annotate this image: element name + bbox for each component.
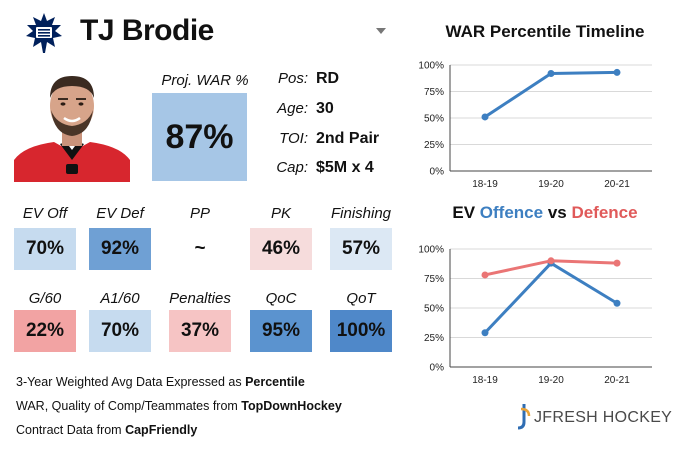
x-tick-label: 18-19 (472, 179, 498, 190)
stat-label-g60: G/60 (28, 290, 62, 307)
data-point (613, 68, 621, 76)
stat-label-qoc: QoC (265, 290, 297, 307)
toi-label: TOI: (279, 130, 308, 147)
data-point (547, 69, 555, 77)
data-point (481, 329, 489, 337)
stat-value-finishing: 57% (330, 228, 392, 270)
y-tick-label: 75% (424, 87, 444, 98)
stat-label-pk: PK (270, 205, 291, 222)
y-tick-label: 0% (430, 363, 445, 374)
y-tick-label: 25% (424, 140, 444, 151)
brand-text: JFRESH HOCKEY (534, 409, 672, 426)
ev-title-part-1: EV (452, 203, 480, 222)
age-value: 30 (316, 100, 334, 117)
stat-label-a160: A1/60 (100, 290, 140, 307)
data-point (613, 259, 621, 267)
x-tick-label: 19-20 (538, 179, 564, 190)
player-select-dropdown-icon[interactable] (376, 28, 386, 34)
x-tick-label: 19-20 (538, 375, 564, 385)
war-timeline-chart: 0% 25% 50% 75% 100% 18-19 19-20 20-21 (400, 50, 680, 195)
ev-offence-defence-chart: 0% 25% 50% 75% 100% 18-19 19-20 20-21 (400, 235, 680, 386)
data-point (547, 257, 555, 265)
team-logo (24, 12, 64, 54)
stat-label-pp: PP (189, 205, 210, 222)
note-war-source: WAR, Quality of Comp/Teammates from TopD… (16, 399, 342, 413)
stat-value-g60: 22% (14, 310, 76, 352)
series-line-0 (484, 70, 618, 119)
stat-value-penalties: 37% (169, 310, 231, 352)
note-contract-source-text: Contract Data from (16, 423, 126, 437)
war-timeline-title: WAR Percentile Timeline (445, 22, 645, 41)
ev-title-vs: vs (543, 203, 572, 222)
y-tick-label: 50% (424, 304, 444, 315)
y-tick-label: 100% (418, 245, 444, 256)
stat-label-penalties: Penalties (169, 290, 231, 307)
stat-value-a160: 70% (89, 310, 151, 352)
data-point (481, 271, 489, 279)
stat-label-ev-off: EV Off (22, 205, 68, 222)
ev-chart-title: EV Offence vs Defence (420, 203, 670, 223)
y-tick-label: 100% (418, 61, 444, 72)
stat-label-qot: QoT (346, 290, 376, 307)
proj-war-label: Proj. WAR % (161, 72, 249, 89)
y-tick-label: 0% (430, 167, 445, 178)
proj-war-value: 87% (152, 93, 247, 181)
note-war-source-text: WAR, Quality of Comp/Teammates from (16, 399, 242, 413)
stat-value-pk: 46% (250, 228, 312, 270)
stat-label-ev-def: EV Def (96, 205, 144, 222)
x-tick-label: 18-19 (472, 375, 498, 385)
note-contract-source: Contract Data from CapFriendly (16, 423, 197, 437)
position-value: RD (316, 70, 340, 87)
y-tick-label: 50% (424, 114, 444, 125)
cap-label: Cap: (276, 159, 308, 176)
age-label: Age: (277, 100, 308, 117)
y-tick-label: 25% (424, 333, 444, 344)
player-photo (14, 68, 130, 182)
position-label: Pos: (277, 70, 308, 87)
x-tick-label: 20-21 (604, 375, 630, 385)
note-percentile: 3-Year Weighted Avg Data Expressed as Pe… (16, 375, 305, 389)
y-tick-label: 75% (424, 274, 444, 285)
stat-value-qoc: 95% (250, 310, 312, 352)
stat-value-ev-def: 92% (89, 228, 151, 270)
note-war-source-bold: TopDownHockey (241, 399, 342, 413)
ev-title-defence: Defence (571, 203, 638, 222)
brand-logo: JFRESH HOCKEY (517, 400, 678, 432)
ev-title-offence: Offence (479, 203, 544, 222)
note-percentile-bold: Percentile (245, 375, 305, 389)
data-point (613, 299, 621, 307)
data-point (481, 113, 489, 121)
cap-value: $5M x 4 (316, 159, 374, 176)
toi-value: 2nd Pair (316, 130, 380, 147)
series-line-offence (483, 261, 618, 334)
stat-label-finishing: Finishing (330, 205, 392, 222)
note-contract-source-bold: CapFriendly (125, 423, 198, 437)
x-tick-label: 20-21 (604, 179, 630, 190)
stat-value-qot: 100% (330, 310, 392, 352)
player-name: TJ Brodie (80, 14, 214, 47)
stat-value-ev-off: 70% (14, 228, 76, 270)
stat-value-pp: ~ (169, 228, 231, 270)
note-percentile-text: 3-Year Weighted Avg Data Expressed as (16, 375, 246, 389)
